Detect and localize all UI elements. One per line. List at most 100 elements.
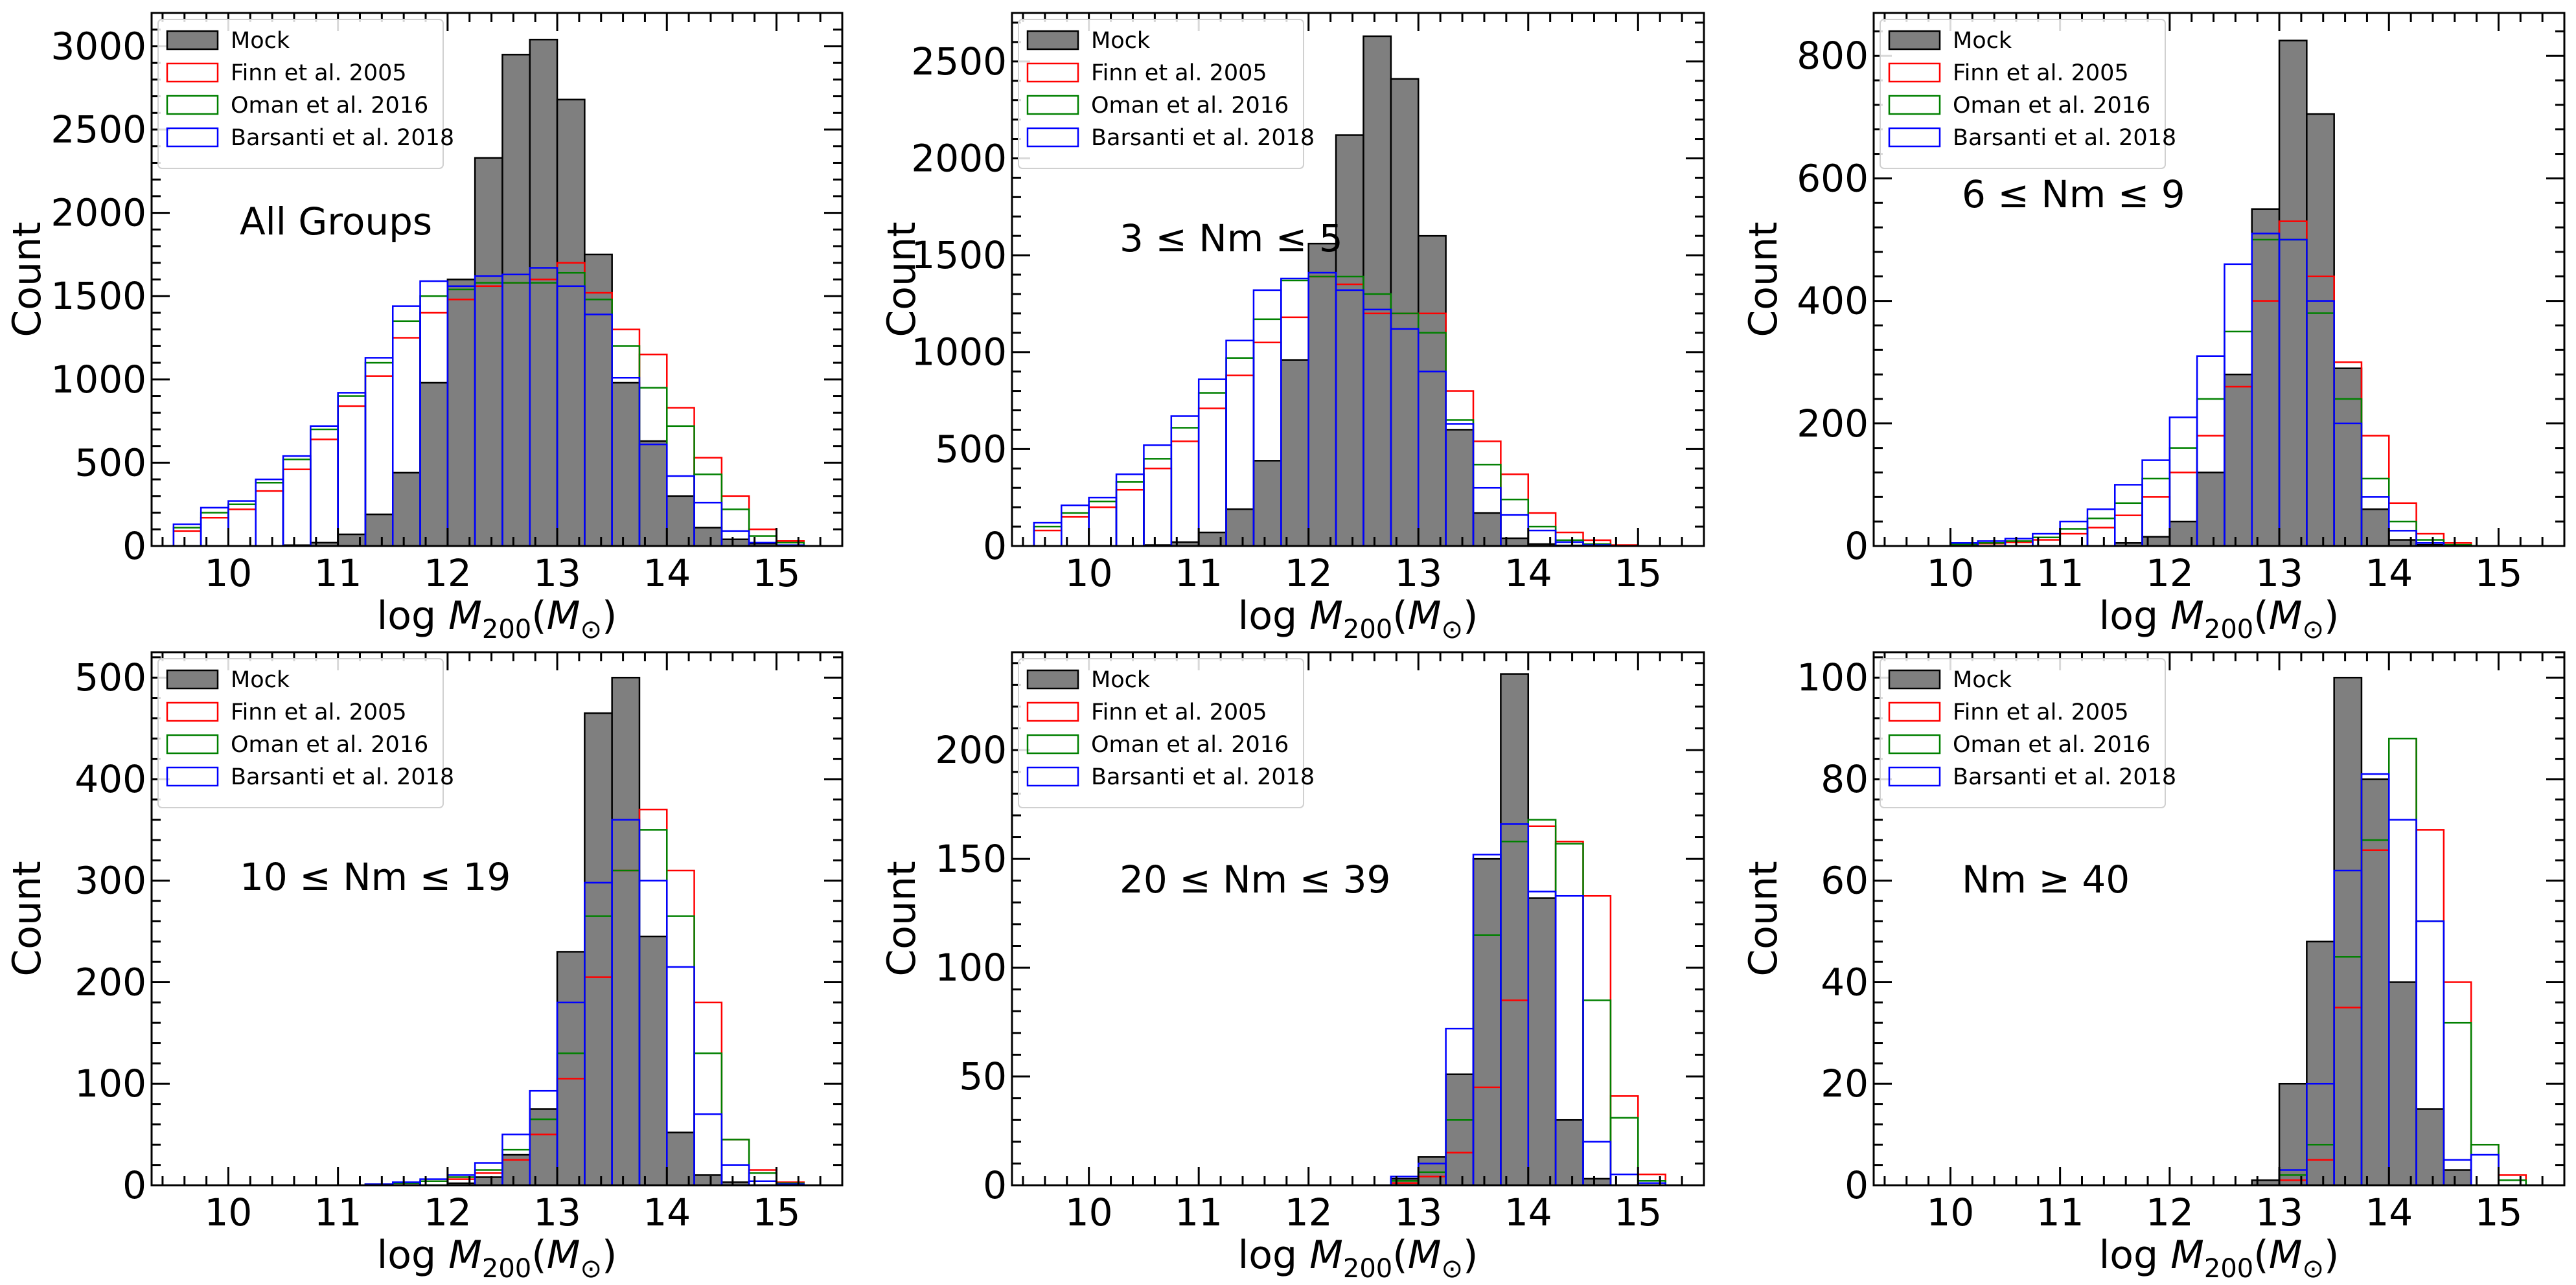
mock-bar (693, 1174, 723, 1185)
plot-area (364, 676, 805, 1185)
step-bar (1197, 378, 1227, 546)
step-bar (1170, 427, 1200, 546)
step-bar (2059, 528, 2089, 546)
y-tick-label: 500 (935, 427, 1007, 471)
y-tick-label: 300 (75, 859, 146, 903)
panel-annotation: 10 ≤ Nm ≤ 19 (240, 855, 511, 899)
legend-swatch (166, 127, 219, 148)
legend: Mock Finn et al. 2005 Oman et al. 2016 Bars… (1880, 658, 2176, 808)
step-bar (310, 438, 339, 546)
y-tick-label: 60 (1821, 859, 1869, 903)
mock-bar (1554, 1119, 1584, 1185)
step-bar (282, 468, 312, 546)
y-tick-label: 2000 (51, 191, 146, 235)
legend-swatch (1888, 669, 1941, 690)
legend-swatch (166, 766, 219, 787)
axes-frame (1011, 12, 1705, 547)
legend: Mock Finn et al. 2005 Oman et al. 2016 Bars… (157, 19, 454, 169)
legend-box (157, 658, 444, 808)
legend-swatch (1888, 701, 1941, 722)
plot-area (172, 38, 805, 546)
mock-bar (2443, 1169, 2472, 1185)
step-bar (720, 495, 750, 546)
x-tick-label: 15 (1614, 1190, 1662, 1234)
mock-bar (1417, 234, 1447, 546)
legend-swatch (166, 734, 219, 755)
step-bar (1609, 1173, 1639, 1185)
mock-bar (666, 495, 695, 546)
legend-swatch (1026, 734, 1079, 755)
legend-swatch (1888, 734, 1941, 755)
y-tick-label: 1500 (911, 233, 1007, 277)
x-tick-label: 11 (1175, 1190, 1223, 1234)
step-bar (337, 405, 367, 546)
step-bar (227, 503, 257, 546)
y-tick-label: 400 (1797, 279, 1869, 323)
mock-bar (1363, 35, 1392, 546)
mock-bar (2388, 981, 2417, 1185)
legend-label: Mock (231, 28, 290, 54)
mock-bar (2360, 778, 2390, 1185)
x-tick-label: 13 (533, 551, 581, 595)
mock-bar (2278, 40, 2308, 546)
plot-area (2251, 676, 2527, 1185)
mock-bar (2333, 367, 2363, 546)
step-bar (693, 1001, 723, 1185)
panel-annotation: 6 ≤ Nm ≤ 9 (1962, 172, 2185, 216)
mock-bar (501, 54, 531, 546)
y-axis-label: Count (5, 861, 50, 976)
step-bar (1170, 415, 1200, 546)
mock-bar (1307, 242, 1337, 546)
x-tick-label: 13 (1394, 551, 1442, 595)
legend-label: Oman et al. 2016 (231, 93, 428, 119)
legend: Mock Finn et al. 2005 Oman et al. 2016 Bars… (1018, 658, 1315, 808)
mock-bar (1500, 673, 1530, 1185)
legend-box (1880, 658, 2166, 808)
step-bar (2059, 532, 2089, 546)
step-bar (1143, 468, 1173, 546)
x-tick-label: 10 (205, 551, 253, 595)
y-tick-label: 600 (1797, 156, 1869, 200)
mock-bar (337, 533, 367, 546)
legend-box (1880, 19, 2166, 169)
legend-swatch (166, 30, 219, 51)
axes-frame (150, 651, 844, 1187)
legend-label: Oman et al. 2016 (1091, 732, 1289, 758)
mock-bar (720, 538, 750, 546)
x-tick-label: 12 (1285, 551, 1333, 595)
mock-bar (2415, 1108, 2445, 1185)
legend-swatch (1026, 127, 1079, 148)
x-tick-label: 12 (1285, 1190, 1333, 1234)
x-tick-label: 14 (2365, 1190, 2413, 1234)
step-bar (2415, 920, 2445, 1185)
mock-bar (2278, 1082, 2308, 1185)
y-tick-label: 500 (75, 440, 146, 484)
y-tick-label: 200 (75, 960, 146, 1004)
step-bar (666, 966, 695, 1185)
legend-label: Finn et al. 2005 (1953, 699, 2129, 725)
x-tick-label: 12 (2146, 1190, 2194, 1234)
y-axis-label: Count (879, 222, 925, 337)
legend-swatch (1888, 62, 1941, 83)
x-tick-label: 13 (2255, 551, 2303, 595)
plot-area (1033, 35, 1639, 546)
panel-top-right: 10 11 12 13 14 15 0 200 400 600 800 log M200(M⊙) Cou… (1741, 12, 2566, 644)
step-bar (1088, 506, 1118, 546)
legend-swatch (1888, 95, 1941, 115)
legend-label: Mock (1953, 28, 2012, 54)
y-tick-label: 1000 (911, 330, 1007, 374)
step-bar (310, 428, 339, 546)
legend-swatch (1026, 30, 1079, 51)
mock-bar (1390, 1177, 1420, 1185)
y-tick-label: 2500 (51, 108, 146, 152)
step-bar (1554, 531, 1584, 546)
axes-frame (1011, 651, 1705, 1187)
mock-bar (2168, 520, 2198, 546)
panel-bottom-right: 10 11 12 13 14 15 0 20 40 60 80 100 log M200(M⊙) Coun… (1741, 651, 2566, 1284)
x-tick-label: 15 (753, 1190, 801, 1234)
step-bar (172, 530, 202, 546)
mock-bar (1280, 359, 1309, 546)
mock-bar (392, 472, 421, 546)
x-tick-label: 11 (2036, 1190, 2084, 1234)
